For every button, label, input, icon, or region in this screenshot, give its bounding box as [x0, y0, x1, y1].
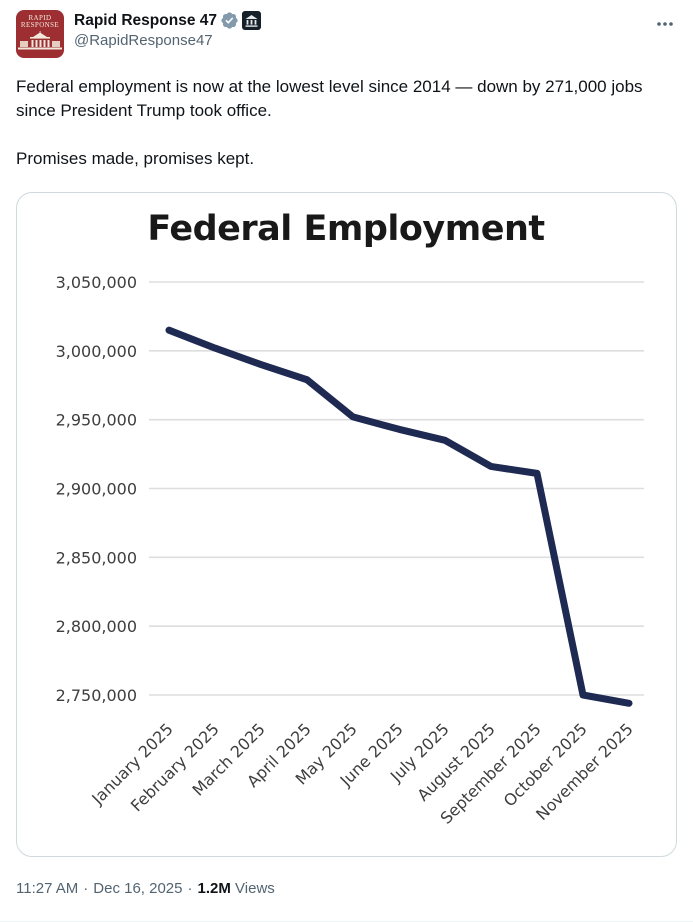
y-axis-tick-label: 2,900,000 — [56, 480, 137, 499]
verified-badge-icon — [221, 12, 238, 29]
y-axis-tick-label: 2,850,000 — [56, 548, 137, 567]
more-options-button[interactable] — [653, 12, 677, 41]
views-count: 1.2M — [197, 880, 231, 897]
post-media-chart-card[interactable]: Federal Employment 3,050,000 3,000,000 2,9… — [16, 192, 677, 857]
chart-plot-area: 3,050,000 3,000,000 2,950,000 2,900,000 2,85… — [56, 273, 644, 828]
author-name[interactable]: Rapid Response 47 — [74, 11, 217, 29]
avatar-wordmark: RAPID RESPONSE — [21, 15, 59, 29]
government-affiliation-badge-icon — [242, 11, 261, 30]
y-axis-tick-label: 2,800,000 — [56, 617, 137, 636]
separator-dot: · — [83, 880, 89, 897]
views-label: Views — [235, 880, 275, 897]
y-axis-tick-label: 3,000,000 — [56, 342, 137, 361]
white-house-illustration-icon — [18, 31, 62, 50]
post-metadata: 11:27 AM · Dec 16, 2025 · 1.2M Views — [0, 880, 693, 897]
post-header: RAPID RESPONSE — [0, 0, 693, 58]
chart-title: Federal Employment — [147, 209, 544, 249]
views-counter: 1.2M Views — [198, 880, 275, 897]
employment-line-series — [165, 326, 633, 707]
y-axis-tick-label: 3,050,000 — [56, 273, 137, 292]
post-text-paragraph-2: Promises made, promises kept. — [16, 149, 255, 168]
ellipsis-icon — [657, 22, 673, 26]
y-axis-tick-label: 2,950,000 — [56, 411, 137, 430]
author-block: Rapid Response 47 @RapidResponse47 — [74, 10, 677, 49]
author-handle[interactable]: @RapidResponse47 — [74, 32, 213, 49]
post-date[interactable]: Dec 16, 2025 — [93, 880, 183, 897]
author-name-row: Rapid Response 47 — [74, 10, 677, 31]
avatar-text-line1: RAPID — [28, 14, 52, 22]
avatar[interactable]: RAPID RESPONSE — [16, 10, 64, 58]
post-text-paragraph-1: Federal employment is now at the lowest … — [16, 77, 643, 120]
post-time[interactable]: 11:27 AM — [16, 880, 79, 897]
post-text: Federal employment is now at the lowest … — [0, 75, 693, 171]
federal-employment-line-chart: Federal Employment 3,050,000 3,000,000 2,9… — [56, 209, 644, 828]
y-axis-tick-label: 2,750,000 — [56, 686, 137, 705]
avatar-text-line2: RESPONSE — [20, 21, 60, 29]
separator-dot: · — [187, 880, 193, 897]
